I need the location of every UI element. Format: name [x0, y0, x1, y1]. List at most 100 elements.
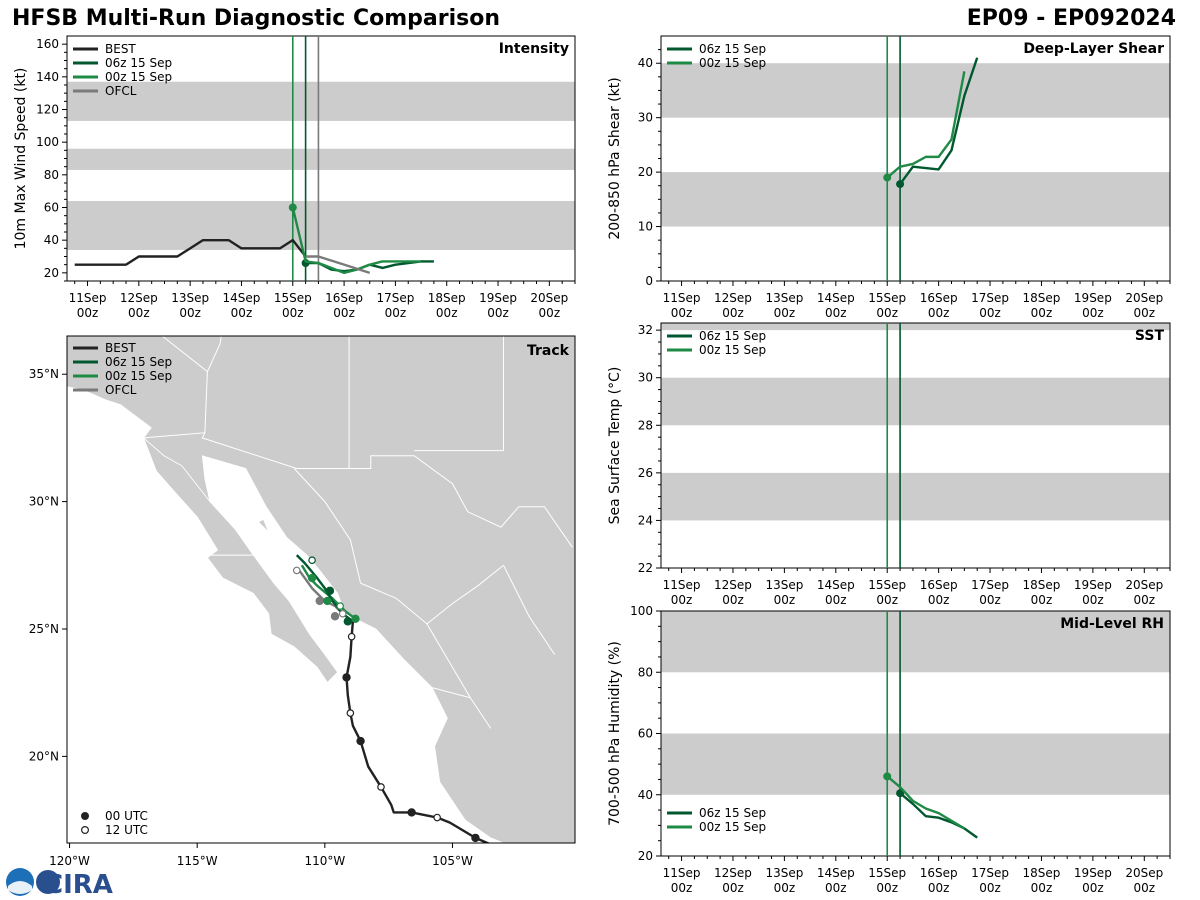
- track-point-best: [407, 808, 416, 817]
- y-tick-label: 20: [44, 266, 59, 280]
- series-line-best: [74, 238, 307, 266]
- y-tick-label: 10: [638, 220, 653, 234]
- x-tick-label: 16Sep: [920, 291, 958, 305]
- state-border-coah: [503, 565, 555, 655]
- shear-panel: 11Sep00z12Sep00z13Sep00z14Sep00z15Sep00z…: [607, 35, 1171, 320]
- x-tick-label: 14Sep: [817, 866, 855, 880]
- x-tick-label: 00z: [825, 593, 847, 607]
- x-tick-label: 13Sep: [171, 291, 209, 305]
- state-border-son-sin: [360, 582, 428, 625]
- shaded-band: [661, 323, 1170, 331]
- shaded-band: [661, 733, 1170, 795]
- series-line-run00: [886, 71, 966, 179]
- x-tick-label: 12Sep: [714, 866, 752, 880]
- x-tick-label: 00z: [1031, 306, 1053, 320]
- legend-label: OFCL: [105, 84, 137, 98]
- lat-tick-label: 35°N: [29, 367, 59, 381]
- x-tick-label: 13Sep: [765, 578, 803, 592]
- x-tick-label: 00z: [231, 306, 253, 320]
- x-tick-label: 00z: [436, 306, 458, 320]
- legend-label: 00z 15 Sep: [699, 343, 766, 357]
- x-tick-label: 14Sep: [817, 578, 855, 592]
- y-tick-label: 100: [36, 135, 59, 149]
- panel-title: Mid-Level RH: [1060, 616, 1164, 632]
- legend-label: BEST: [105, 341, 136, 355]
- x-tick-label: 20Sep: [1125, 291, 1163, 305]
- y-tick-label: 30: [638, 111, 653, 125]
- x-tick-label: 17Sep: [971, 291, 1009, 305]
- x-tick-label: 19Sep: [1074, 291, 1112, 305]
- x-tick-label: 00z: [722, 593, 744, 607]
- legend-label: 00z 15 Sep: [105, 369, 172, 383]
- y-axis-label: 700-500 hPa Humidity (%): [607, 641, 623, 826]
- y-axis-label: 200-850 hPa Shear (kt): [607, 77, 623, 239]
- x-tick-label: 15Sep: [868, 578, 906, 592]
- shaded-band: [67, 148, 575, 170]
- x-tick-label: 00z: [722, 881, 744, 895]
- panel-title: Intensity: [499, 41, 569, 57]
- y-axis-label: Sea Surface Temp (°C): [607, 367, 623, 525]
- legend-label: 06z 15 Sep: [699, 806, 766, 820]
- track-point-best: [342, 673, 351, 682]
- shaded-band: [67, 200, 575, 250]
- x-tick-label: 17Sep: [971, 866, 1009, 880]
- x-tick-label: 20Sep: [1125, 578, 1163, 592]
- series-marker-run00: [288, 203, 297, 212]
- y-tick-label: 30: [638, 371, 653, 385]
- x-tick-label: 00z: [487, 306, 509, 320]
- x-tick-label: 00z: [825, 306, 847, 320]
- marker-legend-symbol: [80, 811, 89, 820]
- y-axis-label: 10m Max Wind Speed (kt): [13, 68, 29, 250]
- guadalupe-island: [110, 521, 116, 530]
- track-panel: 120°W 115°W 110°W 105°W 20°N 25°N 30°N 35°N Trac…: [29, 335, 576, 868]
- x-tick-label: 00z: [774, 593, 796, 607]
- legend-label: 06z 15 Sep: [105, 355, 172, 369]
- track-point-ofcl: [338, 609, 347, 618]
- x-tick-label: 00z: [671, 881, 693, 895]
- x-tick-label: 11Sep: [663, 866, 701, 880]
- series-line-ofcl: [305, 255, 371, 274]
- lat-tick-label: 20°N: [29, 749, 59, 763]
- y-tick-label: 80: [44, 168, 59, 182]
- x-tick-label: 12Sep: [714, 291, 752, 305]
- shaded-band: [661, 63, 1170, 118]
- x-tick-label: 12Sep: [120, 291, 158, 305]
- figure-title: HFSB Multi-Run Diagnostic Comparison: [12, 6, 500, 31]
- x-tick-label: 18Sep: [1023, 866, 1061, 880]
- track-map-area: [67, 336, 575, 843]
- x-tick-label: 00z: [876, 593, 898, 607]
- panel-title: Deep-Layer Shear: [1023, 41, 1164, 57]
- x-tick-label: 13Sep: [765, 291, 803, 305]
- x-tick-label: 12Sep: [714, 578, 752, 592]
- legend-label: 00z 15 Sep: [699, 820, 766, 834]
- y-tick-label: 140: [36, 70, 59, 84]
- us-mexico-border: [143, 432, 573, 548]
- shaded-band: [661, 172, 1170, 227]
- state-border-son-chih: [293, 468, 362, 584]
- rh-panel: 11Sep00z12Sep00z13Sep00z14Sep00z15Sep00z…: [607, 604, 1171, 895]
- track-point-run00: [336, 602, 344, 610]
- y-tick-label: 22: [638, 561, 653, 575]
- x-tick-label: 00z: [282, 306, 304, 320]
- track-point-run00: [323, 596, 332, 606]
- panel-title: SST: [1135, 328, 1165, 344]
- state-border-chih-dgo: [426, 564, 504, 625]
- y-tick-label: 160: [36, 37, 59, 51]
- x-tick-label: 00z: [1082, 306, 1104, 320]
- y-tick-label: 32: [638, 323, 653, 337]
- track-line-run00: [300, 564, 357, 620]
- x-tick-label: 00z: [876, 306, 898, 320]
- y-tick-label: 26: [638, 466, 653, 480]
- y-tick-label: 40: [638, 56, 653, 70]
- storm-id: EP09 - EP092024: [966, 6, 1176, 31]
- x-tick-label: 00z: [1082, 881, 1104, 895]
- y-tick-label: 20: [638, 165, 653, 179]
- x-tick-label: 19Sep: [1074, 578, 1112, 592]
- x-tick-label: 15Sep: [868, 866, 906, 880]
- y-tick-label: 0: [645, 274, 653, 288]
- x-tick-label: 14Sep: [817, 291, 855, 305]
- lat-tick-label: 25°N: [29, 622, 59, 636]
- series-marker-run06: [896, 789, 905, 798]
- x-tick-label: 00z: [1134, 593, 1156, 607]
- x-tick-label: 17Sep: [376, 291, 414, 305]
